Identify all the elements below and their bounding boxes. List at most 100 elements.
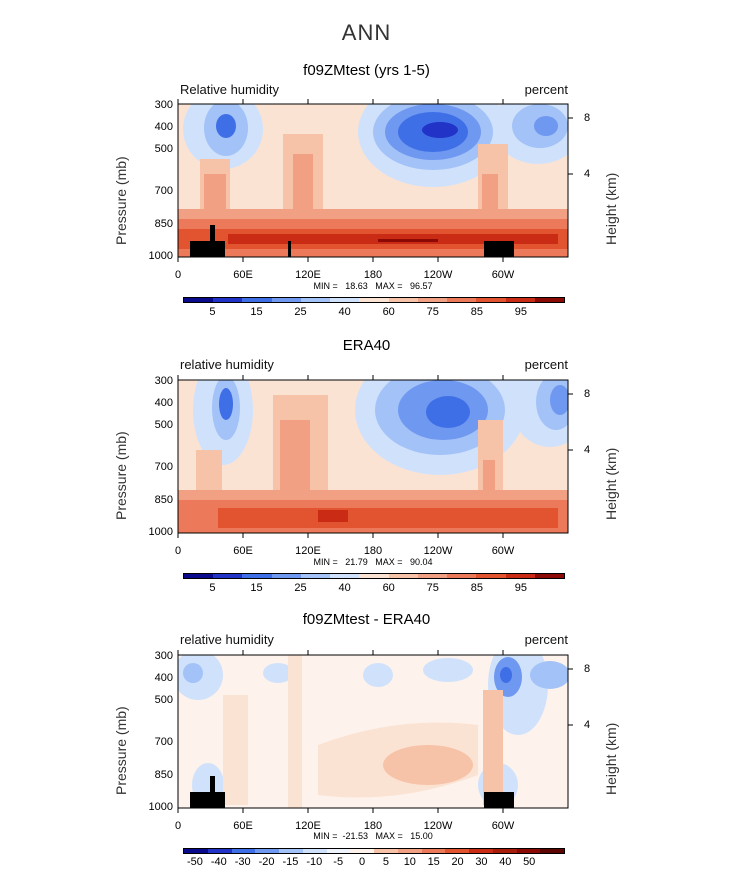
panel-1-variable-label: Relative humidity (180, 82, 279, 97)
colorbar-swatch (242, 298, 272, 302)
panel-3-ylabel: Pressure (mb) (113, 706, 129, 795)
panel-2-xtick: 60E (233, 545, 253, 557)
colorbar-label: 20 (451, 856, 464, 868)
colorbar-swatch (271, 574, 301, 578)
colorbar-label: 75 (426, 306, 439, 318)
panel-1-xtick: 60E (233, 269, 253, 281)
colorbar-swatch (350, 849, 374, 853)
colorbar-swatch (300, 574, 331, 578)
colorbar-swatch (534, 574, 565, 578)
colorbar-label: -50 (186, 856, 203, 868)
panel-3-plot (177, 650, 573, 813)
panel-2-y2tick: 8 (584, 388, 591, 400)
panel-1-ytick: 400 (154, 121, 173, 133)
panel-1-colorbar-labels: 5 15 25 40 60 75 85 95 (183, 306, 565, 320)
colorbar-swatch (359, 574, 389, 578)
panel-2-ytick: 400 (154, 397, 173, 409)
panel-3-y2label: Height (km) (603, 722, 619, 795)
panel-2-colorbar-labels: 5 15 25 40 60 75 85 95 (183, 582, 565, 596)
colorbar-swatch (271, 298, 301, 302)
colorbar-swatch (213, 574, 243, 578)
colorbar-label: 85 (470, 306, 483, 318)
colorbar-label: 40 (338, 306, 351, 318)
colorbar-swatch (184, 574, 214, 578)
panel-1-y2tick: 4 (584, 168, 591, 180)
panel-1-xtick: 0 (174, 269, 182, 281)
colorbar-swatch (476, 574, 506, 578)
panel-1-colorbar (183, 297, 565, 303)
panel-3-y2tick: 4 (584, 719, 591, 731)
colorbar-swatch (207, 849, 232, 853)
panel-1-xtick: 120W (423, 269, 453, 281)
colorbar-swatch (388, 298, 418, 302)
colorbar-swatch (505, 574, 535, 578)
colorbar-swatch (184, 298, 214, 302)
colorbar-swatch (492, 849, 517, 853)
panel-3-xtick: 60E (233, 820, 253, 832)
colorbar-swatch (374, 849, 398, 853)
colorbar-label: 95 (514, 582, 528, 594)
colorbar-swatch (231, 849, 256, 853)
panel-3-colorbar (183, 848, 565, 854)
colorbar-swatch (213, 298, 243, 302)
panel-3-ytick: 850 (154, 769, 173, 781)
colorbar-swatch (255, 849, 279, 853)
colorbar-swatch (447, 574, 477, 578)
panel-1-units-label: percent (524, 82, 568, 97)
panel-2-colorbar (183, 573, 565, 579)
panel-2-plot (177, 375, 573, 538)
colorbar-label: 10 (403, 856, 416, 868)
panel-1-ytick: 1000 (148, 250, 173, 262)
panel-3-ytick: 500 (154, 694, 173, 706)
panel-2-ytick: 1000 (148, 526, 173, 538)
colorbar-swatch (447, 298, 477, 302)
colorbar-swatch (330, 298, 360, 302)
colorbar-label: 60 (382, 582, 395, 594)
colorbar-swatch (330, 574, 360, 578)
colorbar-label: -20 (258, 856, 275, 868)
panel-2-ytick: 300 (154, 375, 173, 387)
colorbar-swatch (388, 574, 418, 578)
panel-3-units-label: percent (524, 632, 568, 647)
panel-1-xtick: 120E (295, 269, 321, 281)
panel-2-xtick: 120W (423, 545, 453, 557)
colorbar-label: 40 (499, 856, 512, 868)
panel-1-ytick: 850 (154, 218, 173, 230)
panel-1-title: f09ZMtest (yrs 1-5) (303, 62, 430, 79)
colorbar-swatch (421, 849, 446, 853)
panel-3-ytick: 1000 (148, 801, 173, 813)
colorbar-label: 75 (426, 582, 439, 594)
panel-3-title: f09ZMtest - ERA40 (302, 611, 431, 628)
colorbar-label: -10 (306, 856, 323, 868)
colorbar-label: 15 (250, 582, 263, 594)
panel-1-ytick: 300 (154, 99, 173, 111)
panel-1-y2tick: 8 (584, 112, 591, 124)
panel-2-title: ERA40 (342, 337, 391, 354)
colorbar-label: 85 (470, 582, 483, 594)
panel-3-variable-label: relative humidity (180, 632, 274, 647)
panel-3-ytick: 400 (154, 672, 173, 684)
panel-3-ytick: 700 (154, 736, 173, 748)
panel-3-ytick: 300 (154, 650, 173, 662)
main-title: ANN (341, 20, 392, 45)
colorbar-swatch (359, 298, 389, 302)
panel-2-units-label: percent (524, 357, 568, 372)
panel-2-ytick: 500 (154, 419, 173, 431)
colorbar-label: 50 (523, 856, 536, 868)
colorbar-label: -30 (234, 856, 251, 868)
colorbar-swatch (476, 298, 506, 302)
colorbar-label: -40 (210, 856, 227, 868)
panel-2-xtick: 60W (491, 545, 515, 557)
colorbar-label: 5 (382, 856, 389, 868)
panel-3-xtick: 0 (174, 820, 182, 832)
colorbar-label: 30 (475, 856, 488, 868)
colorbar-label: 5 (209, 582, 216, 594)
colorbar-label: 0 (359, 856, 366, 868)
panel-1-xtick: 60W (491, 269, 515, 281)
panel-1-y2label: Height (km) (603, 172, 619, 245)
colorbar-label: 60 (382, 306, 395, 318)
panel-2-ytick: 850 (154, 494, 173, 506)
colorbar-swatch (184, 849, 208, 853)
panel-2-variable-label: relative humidity (180, 357, 274, 372)
panel-2-xtick: 0 (174, 545, 182, 557)
